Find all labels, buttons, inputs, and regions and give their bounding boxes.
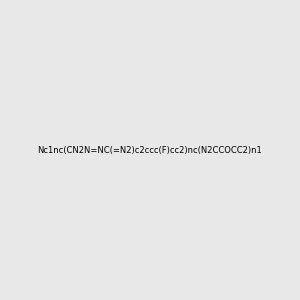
- Text: Nc1nc(CN2N=NC(=N2)c2ccc(F)cc2)nc(N2CCOCC2)n1: Nc1nc(CN2N=NC(=N2)c2ccc(F)cc2)nc(N2CCOCC…: [38, 146, 262, 154]
